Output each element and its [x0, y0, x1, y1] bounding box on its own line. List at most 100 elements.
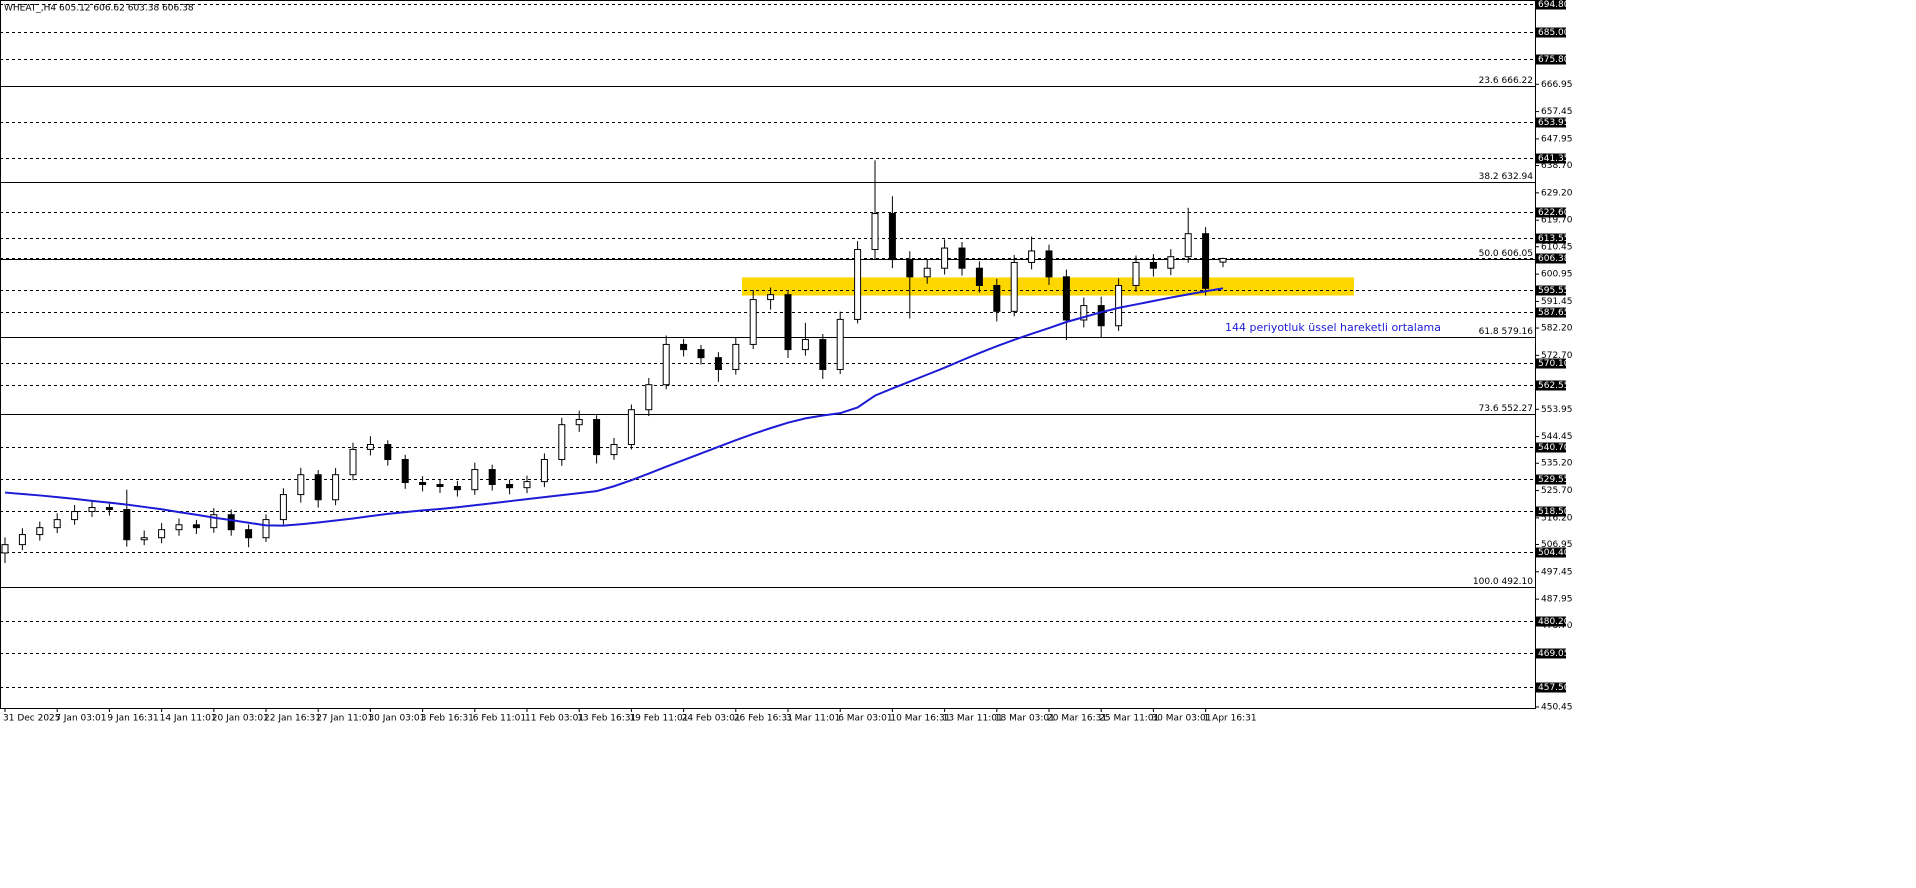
y-tick-label: 600.95: [1541, 270, 1573, 280]
candle-body: [801, 339, 809, 351]
level-label-box: [1536, 285, 1566, 296]
candle-body: [158, 529, 166, 539]
candle-body: [1010, 261, 1018, 312]
y-tick-label: 629.20: [1541, 188, 1573, 198]
level-label: 480.20: [1538, 617, 1570, 627]
level-label-box: [1536, 253, 1566, 264]
level-label: 587.65: [1538, 308, 1570, 318]
candle-body: [1045, 250, 1053, 278]
candle-body: [784, 294, 792, 351]
level-label-box: [1536, 547, 1566, 558]
level-label-box: [1536, 616, 1566, 627]
x-tick-label: 14 Jan 11:01: [160, 714, 217, 724]
candle-body: [610, 444, 618, 456]
y-tick-label: 666.95: [1541, 80, 1573, 90]
y-tick-label: 506.95: [1541, 540, 1573, 550]
y-tick-label: 638.70: [1541, 161, 1573, 171]
candle-body: [349, 448, 357, 476]
level-label: 675.80: [1538, 55, 1570, 65]
candle-body: [297, 474, 305, 496]
candle-body: [993, 284, 1001, 312]
y-tick-label: 610.45: [1541, 242, 1573, 252]
candle-body: [1149, 261, 1157, 269]
level-label-box: [1536, 648, 1566, 659]
candle-body: [506, 484, 514, 489]
candle-body: [245, 529, 253, 539]
fib-label: 100.0 492.10: [1473, 577, 1533, 587]
candle-body: [645, 384, 653, 411]
candle-body: [732, 343, 740, 370]
candle-body: [18, 534, 26, 546]
candle-body: [227, 514, 235, 531]
y-tick-label: 487.95: [1541, 595, 1573, 605]
candle-body: [1080, 305, 1088, 321]
level-label: 529.55: [1538, 475, 1570, 485]
candle-body: [923, 267, 931, 278]
y-tick-label: 525.70: [1541, 486, 1573, 496]
candle-body: [854, 249, 862, 320]
candle-body: [1167, 256, 1175, 269]
x-tick-label: 30 Jan 03:01: [368, 714, 425, 724]
candle-body: [210, 514, 218, 529]
candle-body: [36, 527, 44, 536]
candle-body: [593, 419, 601, 456]
candle-body: [419, 481, 427, 486]
level-label-box: [1536, 27, 1566, 38]
candle-body: [1028, 250, 1036, 263]
candle-body: [540, 458, 548, 483]
candle-body: [558, 424, 566, 460]
x-tick-label: 3 Feb 16:31: [421, 714, 474, 724]
candle-body: [175, 524, 183, 531]
candle-body: [366, 444, 374, 450]
candle-body: [767, 294, 775, 301]
level-label: 694.80: [1538, 0, 1570, 10]
candle-body: [749, 299, 757, 345]
y-tick-label: 582.20: [1541, 324, 1573, 334]
candle-body: [123, 509, 131, 541]
candle-body: [192, 524, 200, 529]
level-label: 595.55: [1538, 286, 1570, 296]
candle-body: [714, 357, 722, 370]
level-label: 540.70: [1538, 443, 1570, 453]
x-tick-label: 18 Mar 03:01: [995, 714, 1055, 724]
candle-body: [627, 409, 635, 446]
x-tick-label: 6 Mar 03:01: [838, 714, 892, 724]
level-label: 613.55: [1538, 234, 1570, 244]
y-tick-label: 450.45: [1541, 702, 1573, 712]
candle-body: [871, 213, 879, 251]
y-tick-label: 647.95: [1541, 134, 1573, 144]
level-label-box: [1536, 380, 1566, 391]
fib-label: 61.8 579.16: [1479, 327, 1534, 337]
candle-body: [1097, 305, 1105, 327]
y-tick-label: 535.20: [1541, 459, 1573, 469]
candle-body: [1202, 233, 1210, 289]
candle-body: [1219, 257, 1227, 263]
y-tick-label: 619.70: [1541, 216, 1573, 226]
x-tick-label: 6 Feb 11:01: [473, 714, 526, 724]
candle-body: [1132, 261, 1140, 286]
x-tick-label: 19 Feb 11:01: [629, 714, 688, 724]
candle-body: [453, 486, 461, 491]
y-tick-label: 591.45: [1541, 297, 1573, 307]
level-label-box: [1536, 153, 1566, 164]
x-tick-label: 31 Dec 2025: [3, 714, 61, 724]
candle-body: [1115, 284, 1123, 327]
candle-body: [680, 343, 688, 351]
candle-body: [1184, 233, 1192, 258]
level-label-box: [1536, 233, 1566, 244]
level-label: 606.38: [1538, 254, 1570, 264]
candle-body: [1, 544, 9, 554]
level-label: 685.00: [1538, 28, 1570, 38]
level-label-box: [1536, 506, 1566, 517]
fib-label: 73.6 552.27: [1479, 404, 1533, 414]
chart-title: WHEAT_,H4 605.12 606.62 603.38 606.38: [4, 4, 194, 14]
level-label-box: [1536, 117, 1566, 128]
level-label-box: [1536, 442, 1566, 453]
candle-body: [697, 349, 705, 359]
x-tick-label: 25 Mar 11:01: [1099, 714, 1159, 724]
x-tick-label: 22 Jan 16:31: [264, 714, 321, 724]
x-tick-label: 9 Jan 16:31: [107, 714, 158, 724]
fib-label: 50.0 606.05: [1479, 249, 1533, 259]
